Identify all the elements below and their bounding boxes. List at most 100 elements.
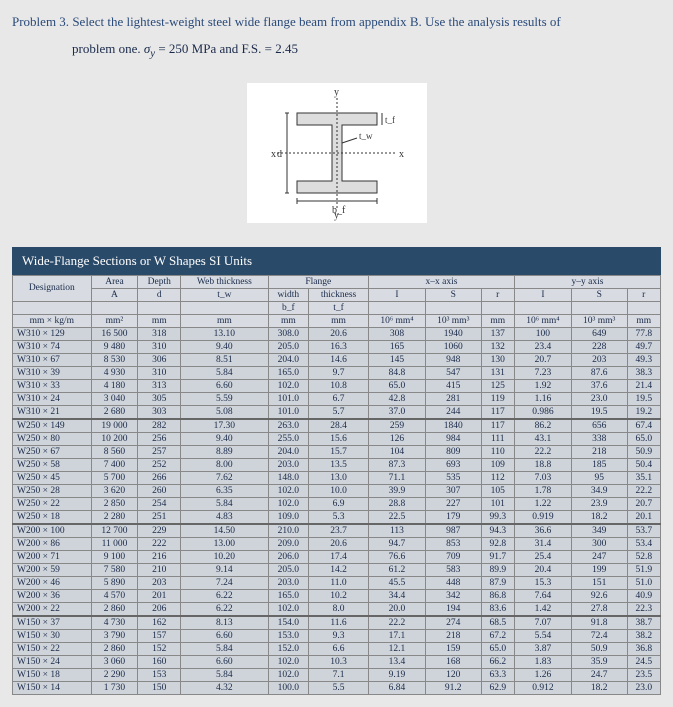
cell-area: 4 180 (91, 379, 138, 392)
cell-bf: 101.0 (268, 392, 308, 405)
cell-Ix: 76.6 (368, 550, 425, 563)
cell-Sy: 218 (571, 445, 627, 458)
beam-cross-section-diagram: x x y y d t_f t_w b_f (12, 83, 661, 227)
cell-Ix: 65.0 (368, 379, 425, 392)
cell-Sx: 227 (425, 497, 481, 510)
cell-tf: 16.3 (309, 340, 369, 353)
cell-ry: 20.7 (627, 497, 660, 510)
cell-depth: 203 (138, 576, 181, 589)
cell-Sx: 547 (425, 366, 481, 379)
cell-Sy: 23.9 (571, 497, 627, 510)
cell-Sx: 91.2 (425, 681, 481, 694)
cell-depth: 152 (138, 642, 181, 655)
cell-Sx: 415 (425, 379, 481, 392)
cell-tf: 6.6 (309, 642, 369, 655)
cell-Sy: 203 (571, 353, 627, 366)
cell-depth: 310 (138, 340, 181, 353)
cell-rx: 92.8 (481, 537, 514, 550)
cell-depth: 153 (138, 668, 181, 681)
cell-Iy: 15.3 (514, 576, 571, 589)
cell-desig: W250 × 45 (13, 471, 92, 484)
cell-tw: 5.59 (181, 392, 269, 405)
table-row: W200 × 465 8902037.24203.011.045.544887.… (13, 576, 661, 589)
cell-ry: 23.5 (627, 668, 660, 681)
cell-Ix: 94.7 (368, 537, 425, 550)
cell-area: 5 700 (91, 471, 138, 484)
cell-ry: 50.4 (627, 458, 660, 471)
unit-bf: mm (268, 314, 308, 327)
table-row: W200 × 8611 00022213.00209.020.694.78539… (13, 537, 661, 550)
unit-ry: mm (627, 314, 660, 327)
cell-Ix: 87.3 (368, 458, 425, 471)
cell-Ix: 259 (368, 419, 425, 433)
unit-Sx: 10³ mm³ (425, 314, 481, 327)
table-row: W150 × 303 7901576.60153.09.317.121867.2… (13, 629, 661, 642)
cell-bf: 210.0 (268, 524, 308, 538)
cell-Iy: 7.07 (514, 616, 571, 630)
cell-depth: 266 (138, 471, 181, 484)
cell-Iy: 7.23 (514, 366, 571, 379)
cell-ry: 51.0 (627, 576, 660, 589)
cell-desig: W310 × 67 (13, 353, 92, 366)
cell-rx: 125 (481, 379, 514, 392)
cell-desig: W150 × 14 (13, 681, 92, 694)
cell-Iy: 18.8 (514, 458, 571, 471)
table-row: W150 × 374 7301628.13154.011.622.227468.… (13, 616, 661, 630)
cell-tw: 13.00 (181, 537, 269, 550)
cell-ry: 49.7 (627, 340, 660, 353)
cell-Iy: 1.78 (514, 484, 571, 497)
table-row: W250 × 455 7002667.62148.013.071.1535112… (13, 471, 661, 484)
cell-rx: 99.3 (481, 510, 514, 524)
cell-Ix: 9.19 (368, 668, 425, 681)
cell-tf: 11.6 (309, 616, 369, 630)
cell-rx: 67.2 (481, 629, 514, 642)
cell-depth: 252 (138, 458, 181, 471)
cell-ry: 24.5 (627, 655, 660, 668)
cell-tw: 14.50 (181, 524, 269, 538)
cell-tf: 5.3 (309, 510, 369, 524)
cell-ry: 23.0 (627, 681, 660, 694)
cell-bf: 308.0 (268, 327, 308, 340)
cell-area: 4 930 (91, 366, 138, 379)
cell-bf: 203.0 (268, 458, 308, 471)
cell-Sx: 281 (425, 392, 481, 405)
cell-Ix: 28.8 (368, 497, 425, 510)
cell-Sx: 168 (425, 655, 481, 668)
cell-rx: 112 (481, 471, 514, 484)
cell-Sy: 338 (571, 432, 627, 445)
table-row: W310 × 12916 50031813.10308.020.63081940… (13, 327, 661, 340)
cell-area: 3 040 (91, 392, 138, 405)
cell-ry: 53.4 (627, 537, 660, 550)
sym-bf: b_f (268, 301, 308, 314)
problem-number: Problem 3. (12, 14, 69, 29)
cell-Iy: 31.4 (514, 537, 571, 550)
cell-bf: 102.0 (268, 497, 308, 510)
cell-tw: 5.84 (181, 366, 269, 379)
cell-Sy: 349 (571, 524, 627, 538)
cell-desig: W150 × 24 (13, 655, 92, 668)
cell-Ix: 61.2 (368, 563, 425, 576)
cell-ry: 40.9 (627, 589, 660, 602)
cell-rx: 65.0 (481, 642, 514, 655)
cell-Sy: 27.8 (571, 602, 627, 616)
cell-desig: W310 × 74 (13, 340, 92, 353)
cell-rx: 117 (481, 405, 514, 419)
cell-Sx: 194 (425, 602, 481, 616)
col-flange: Flange (268, 275, 368, 288)
cell-tw: 4.83 (181, 510, 269, 524)
svg-text:x: x (271, 149, 276, 160)
cell-Sy: 23.0 (571, 392, 627, 405)
cell-rx: 87.9 (481, 576, 514, 589)
cell-desig: W200 × 100 (13, 524, 92, 538)
cell-Sy: 50.9 (571, 642, 627, 655)
cell-tf: 14.2 (309, 563, 369, 576)
cell-Ix: 37.0 (368, 405, 425, 419)
cell-tw: 6.22 (181, 602, 269, 616)
cell-area: 8 560 (91, 445, 138, 458)
sym-tw: t_w (181, 288, 269, 301)
cell-ry: 50.9 (627, 445, 660, 458)
svg-text:t_w: t_w (359, 131, 373, 141)
table-row: W150 × 243 0601606.60102.010.313.416866.… (13, 655, 661, 668)
cell-Iy: 25.4 (514, 550, 571, 563)
cell-Ix: 17.1 (368, 629, 425, 642)
